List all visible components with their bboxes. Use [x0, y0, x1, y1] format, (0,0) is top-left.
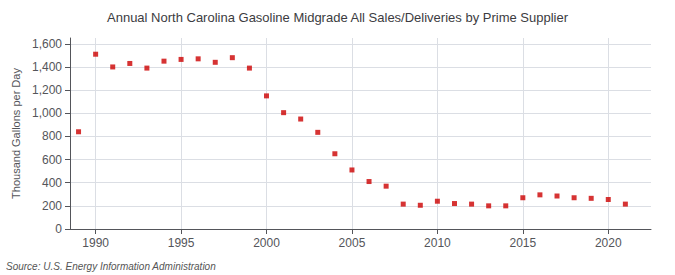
svg-text:800: 800: [42, 129, 62, 143]
svg-text:Source: U.S. Energy Informatio: Source: U.S. Energy Information Administ…: [6, 261, 216, 272]
svg-text:200: 200: [42, 199, 62, 213]
svg-text:1,000: 1,000: [32, 106, 62, 120]
svg-text:600: 600: [42, 153, 62, 167]
svg-text:1,400: 1,400: [32, 60, 62, 74]
svg-text:2010: 2010: [424, 236, 451, 250]
svg-text:0: 0: [55, 222, 62, 236]
svg-text:400: 400: [42, 176, 62, 190]
svg-text:Thousand Gallons per Day: Thousand Gallons per Day: [10, 68, 22, 199]
svg-text:1990: 1990: [82, 236, 109, 250]
svg-text:1,600: 1,600: [32, 37, 62, 51]
svg-text:2005: 2005: [339, 236, 366, 250]
svg-text:2020: 2020: [595, 236, 622, 250]
svg-text:1995: 1995: [168, 236, 195, 250]
svg-text:1,200: 1,200: [32, 83, 62, 97]
svg-text:Annual North Carolina Gasoline: Annual North Carolina Gasoline Midgrade …: [107, 10, 569, 25]
svg-text:2015: 2015: [509, 236, 536, 250]
svg-text:2000: 2000: [253, 236, 280, 250]
